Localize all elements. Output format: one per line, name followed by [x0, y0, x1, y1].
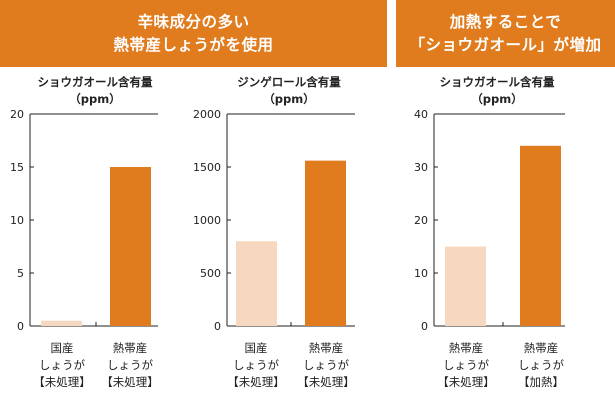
- chart1-ytick-label: 5: [17, 267, 24, 280]
- left-header-line1: 辛味成分の多い: [137, 12, 250, 31]
- chart3-ytick-label: 40: [414, 108, 428, 121]
- chart1-category-2-line-3: 【未処理】: [101, 375, 159, 389]
- chart3-ytick-label: 20: [414, 214, 428, 227]
- chart3-category-2-line-1: 熱帯産: [524, 341, 559, 355]
- chart2-category-2-line-2: しょうが: [303, 358, 349, 372]
- chart1-ytick-label: 20: [10, 108, 24, 121]
- chart3-category-1-line-3: 【未処理】: [437, 375, 495, 389]
- chart2-ytick-label: 1500: [193, 161, 221, 174]
- chart1-category-1-line-1: 国産: [51, 341, 74, 355]
- chart3-ytick-label: 30: [414, 161, 428, 174]
- chart2-ytick-label: 0: [214, 320, 221, 333]
- chart2-category-1-line-2: しょうが: [233, 358, 279, 372]
- chart1-unit: （ppm）: [69, 92, 120, 106]
- chart2-ytick-label: 2000: [193, 108, 221, 121]
- chart1-category-2-line-2: しょうが: [107, 358, 153, 372]
- chart1-bar-2: [110, 167, 151, 326]
- chart3-category-1-line-1: 熱帯産: [449, 341, 484, 355]
- right-header-line1: 加熱することで: [449, 12, 562, 31]
- chart3-title: ショウガオール含有量: [440, 75, 555, 89]
- chart3-bar-1: [445, 246, 486, 326]
- chart1-ytick-label: 15: [10, 161, 24, 174]
- chart2-category-1-line-1: 国産: [245, 341, 268, 355]
- chart3-ytick-label: 10: [414, 267, 428, 280]
- chart2-ytick-label: 500: [200, 267, 221, 280]
- chart2-title: ジンゲロール含有量: [237, 75, 341, 89]
- chart2-unit: （ppm）: [263, 92, 314, 106]
- chart1-category-2-line-1: 熱帯産: [113, 341, 148, 355]
- chart1-category-1-line-3: 【未処理】: [33, 375, 91, 389]
- chart2-bar-2: [305, 160, 346, 326]
- chart3-category-2-line-3: 【加熱】: [518, 375, 564, 389]
- chart2-category-1-line-3: 【未処理】: [227, 375, 285, 389]
- right-header-line2: 「ショウガオール」が増加: [409, 35, 602, 54]
- chart2-category-2-line-3: 【未処理】: [297, 375, 355, 389]
- chart1-ytick-label: 0: [17, 320, 24, 333]
- right-header-banner: 加熱することで 「ショウガオール」が増加: [396, 0, 615, 67]
- chart1-ytick-label: 10: [10, 214, 24, 227]
- chart3-bar-2: [520, 145, 561, 326]
- left-header-line2: 熱帯産しょうがを使用: [113, 35, 274, 54]
- left-header-banner: 辛味成分の多い 熱帯産しょうがを使用: [0, 0, 387, 67]
- chart1-bar-1: [41, 320, 82, 326]
- chart3-unit: （ppm）: [471, 92, 522, 106]
- chart3-ytick-label: 0: [421, 320, 428, 333]
- chart2-category-2-line-1: 熱帯産: [309, 341, 344, 355]
- chart3-category-2-line-2: しょうが: [518, 358, 564, 372]
- chart1-title: ショウガオール含有量: [38, 75, 153, 89]
- chart1-category-1-line-2: しょうが: [39, 358, 85, 372]
- chart2-ytick-label: 1000: [193, 214, 221, 227]
- chart3-category-1-line-2: しょうが: [443, 358, 489, 372]
- chart2-bar-1: [236, 241, 277, 326]
